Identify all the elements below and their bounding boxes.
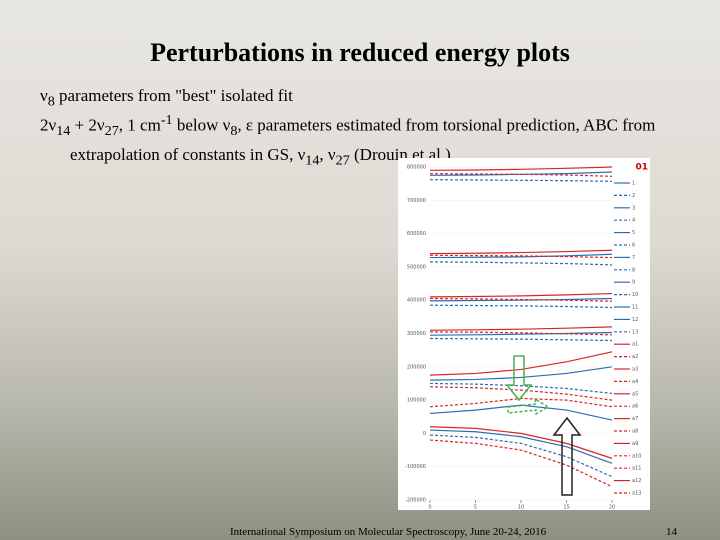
y-tick-label: 500000 (407, 264, 426, 270)
x-tick-label: 10 (518, 505, 524, 511)
subscript: 14 (305, 152, 320, 169)
legend-label: a3 (632, 367, 638, 373)
series-line (429, 292, 613, 298)
series-line (429, 173, 613, 177)
subscript: 27 (335, 152, 350, 169)
series-line (429, 366, 613, 381)
series-line (429, 426, 613, 459)
bullet: 2ν14 + 2ν27, 1 cm-1 below ν8, ε paramete… (40, 108, 692, 172)
y-tick-label: 0 (423, 431, 426, 437)
y-tick-label: 100000 (407, 398, 426, 404)
y-tick-label: -100000 (405, 464, 426, 470)
y-tick-label: 700000 (407, 198, 426, 204)
series-line (429, 297, 613, 302)
series-line (429, 337, 613, 342)
series-line (429, 382, 613, 395)
text-run: , ν (319, 145, 336, 165)
text-run: , ε parameters estimated from torsional … (70, 115, 656, 165)
series-line (429, 254, 613, 259)
text-run: below ν (172, 115, 231, 135)
page-number: 14 (666, 526, 677, 538)
series-line (429, 434, 613, 478)
legend-label: a1 (632, 342, 638, 348)
subscript: 27 (104, 123, 119, 140)
text-run: ν (40, 86, 48, 105)
legend-label: a12 (632, 478, 641, 484)
text-run: + 2ν (70, 115, 105, 135)
series-line (429, 429, 613, 464)
x-tick-label: 5 (474, 505, 477, 511)
series-line (429, 331, 613, 336)
series-line (429, 166, 613, 171)
series-line (429, 261, 613, 266)
legend-label: a7 (632, 416, 638, 422)
legend-label: 4 (632, 218, 635, 224)
legend-label: 9 (632, 280, 635, 286)
superscript: -1 (160, 112, 173, 128)
x-tick-label: 15 (563, 505, 569, 511)
text-run: parameters from "best" isolated fit (54, 86, 293, 105)
arrow-up (552, 416, 582, 496)
legend-label: 11 (632, 305, 638, 311)
arrow-down (505, 355, 533, 402)
y-tick-label: 800000 (407, 165, 426, 171)
x-tick-label: 20 (609, 505, 615, 511)
subscript: 8 (47, 93, 55, 110)
legend-label: 12 (632, 317, 638, 323)
text-run: , 1 cm (118, 115, 161, 135)
legend-label: a6 (632, 404, 638, 410)
footer: International Symposium on Molecular Spe… (230, 526, 547, 538)
y-tick-label: 200000 (407, 364, 426, 370)
legend-label: 6 (632, 243, 635, 249)
legend-label: a9 (632, 441, 638, 447)
y-tick-label: -200000 (405, 498, 426, 504)
subscript: 8 (230, 123, 238, 140)
arrow-right (507, 397, 550, 416)
series-line (429, 404, 613, 421)
series-line (429, 351, 613, 376)
legend-label: 7 (632, 255, 635, 261)
subscript: 14 (56, 123, 71, 140)
series-line (429, 326, 613, 331)
slide-title: Perturbations in reduced energy plots (150, 38, 570, 67)
bullet: ν8 parameters from "best" isolated fit (40, 84, 692, 113)
legend-label: 8 (632, 267, 635, 273)
series-line (429, 253, 613, 259)
legend-title: 01 (635, 163, 648, 173)
legend-label: 5 (632, 230, 635, 236)
legend-label: a10 (632, 453, 641, 459)
series-line (429, 304, 613, 309)
legend-label: 10 (632, 292, 638, 298)
legend-label: a2 (632, 354, 638, 360)
series-line (429, 439, 613, 488)
y-tick-label: 400000 (407, 298, 426, 304)
y-tick-label: 300000 (407, 331, 426, 337)
legend-label: a8 (632, 429, 638, 435)
legend-label: 13 (632, 329, 638, 335)
text-run: 2ν (40, 115, 57, 135)
legend-label: 2 (632, 193, 635, 199)
series-line (429, 249, 613, 255)
legend-label: 3 (632, 205, 635, 211)
series-line (429, 179, 613, 182)
legend-label: a5 (632, 391, 638, 397)
legend-label: a4 (632, 379, 638, 385)
series-line (429, 297, 613, 302)
legend-label: a11 (632, 466, 641, 472)
series-line (429, 386, 613, 401)
y-tick-label: 600000 (407, 231, 426, 237)
series-line (429, 331, 613, 336)
legend-label: a13 (632, 491, 641, 497)
x-tick-label: 0 (428, 505, 431, 511)
legend-label: 1 (632, 181, 635, 187)
